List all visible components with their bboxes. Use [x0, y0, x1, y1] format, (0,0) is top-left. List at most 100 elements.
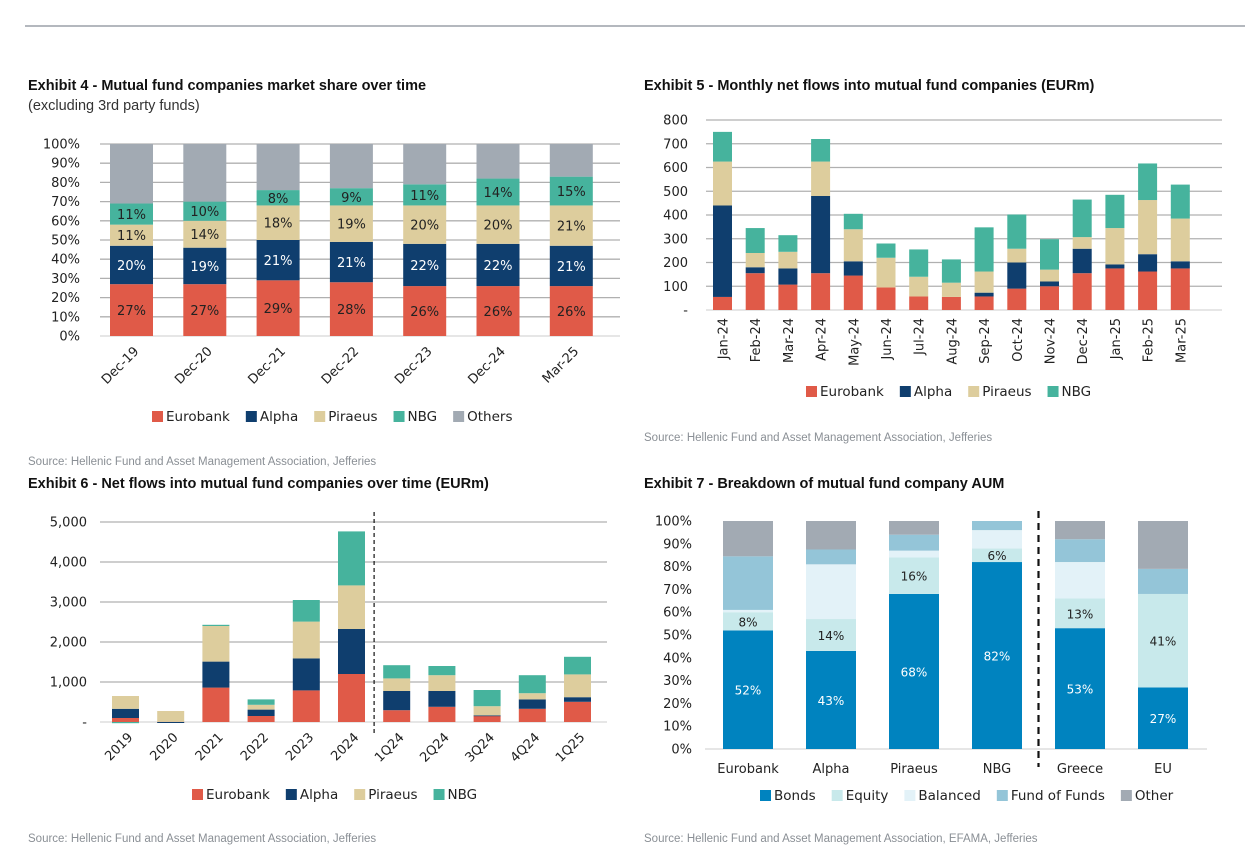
- ex7-x-tick-label: Greece: [1057, 762, 1103, 777]
- ex4-legend-swatch-others: [453, 411, 465, 422]
- ex7-bar-fund-of-funds: [1055, 539, 1105, 563]
- ex6-bar-eurobank: [338, 674, 365, 722]
- ex4-x-tick-label: Dec-19: [99, 344, 142, 387]
- ex5-legend-label: Eurobank: [820, 384, 884, 400]
- ex4-data-label: 11%: [410, 189, 439, 204]
- ex4-data-label: 15%: [557, 185, 586, 200]
- exhibit-6-source: Source: Hellenic Fund and Asset Manageme…: [28, 833, 377, 845]
- ex5-bar-eurobank: [1007, 288, 1027, 310]
- ex4-data-label: 22%: [484, 259, 513, 274]
- ex4-bar-nbg: [403, 184, 447, 206]
- ex6-bar-alpha: [564, 697, 591, 702]
- ex6-x-tick-label: 1Q25: [553, 730, 588, 765]
- ex6-legend-swatch-alpha: [285, 789, 297, 800]
- ex4-data-label: 29%: [264, 302, 293, 317]
- ex6-x-tick-label: 2Q24: [417, 730, 452, 765]
- ex5-bar-nbg: [1138, 163, 1158, 201]
- ex4-bar-alpha: [549, 245, 593, 287]
- ex5-x-tick-label: Jun-24: [880, 318, 895, 361]
- ex4-bar-alpha: [329, 241, 373, 283]
- ex4-bar-others: [329, 144, 373, 189]
- ex4-data-label: 27%: [117, 304, 146, 319]
- ex6-bar-nbg: [518, 675, 546, 694]
- ex4-x-tick-label: Mar-25: [540, 344, 582, 386]
- ex7-y-tick-label: 100%: [655, 515, 692, 530]
- ex6-bar-eurobank: [383, 710, 411, 722]
- exhibit-4-title: Exhibit 4 - Mutual fund companies market…: [28, 78, 427, 94]
- ex4-bar-piraeus: [549, 205, 593, 246]
- ex4-x-tick-label: Dec-23: [392, 344, 435, 387]
- ex4-bar-piraeus: [329, 205, 373, 242]
- ex6-x-tick-label: 2019: [102, 730, 136, 764]
- ex5-y-tick-label: 200: [663, 256, 688, 271]
- ex7-data-label: 14%: [818, 629, 845, 643]
- ex6-bar-piraeus: [338, 585, 365, 629]
- exhibit-6-title: Exhibit 6 - Net flows into mutual fund c…: [28, 476, 489, 492]
- ex6-x-tick-label: 2021: [193, 730, 227, 764]
- ex6-bar-nbg: [473, 690, 501, 707]
- ex5-x-tick-label: Dec-24: [1076, 318, 1091, 364]
- ex4-x-tick-label: Dec-21: [246, 344, 289, 387]
- ex4-legend-label: NBG: [408, 409, 438, 425]
- ex7-bar-balanced: [972, 530, 1022, 549]
- ex6-bar-eurobank: [292, 690, 320, 722]
- ex6-bar-alpha: [518, 699, 546, 709]
- ex7-legend-label: Fund of Funds: [1011, 788, 1105, 804]
- ex6-bar-alpha: [112, 708, 139, 718]
- ex4-legend-swatch-piraeus: [314, 411, 326, 422]
- ex6-x-tick-label: 2024: [328, 730, 362, 764]
- ex4-legend-swatch-nbg: [393, 411, 405, 422]
- ex4-data-label: 14%: [484, 186, 513, 201]
- ex5-x-tick-label: Mar-24: [782, 318, 797, 363]
- ex5-bar-eurobank: [1170, 268, 1190, 310]
- ex6-bar-eurobank: [564, 701, 591, 722]
- ex7-legend-swatch-balanced: [904, 790, 916, 801]
- ex4-data-label: 9%: [341, 191, 362, 206]
- ex5-bar-alpha: [811, 196, 831, 274]
- ex4-legend-label: Others: [467, 409, 512, 425]
- ex6-legend-label: Alpha: [300, 787, 338, 803]
- ex7-bar-bonds: [723, 630, 773, 749]
- ex6-y-tick-label: 2,000: [50, 636, 87, 651]
- ex6-x-tick-label: 4Q24: [508, 730, 543, 765]
- ex5-bar-alpha: [1105, 264, 1125, 269]
- ex7-bar-other: [723, 521, 773, 557]
- ex7-bar-fund-of-funds: [889, 534, 939, 551]
- ex7-y-tick-label: 70%: [663, 583, 692, 598]
- ex5-bar-eurobank: [713, 296, 732, 310]
- ex4-data-label: 8%: [268, 192, 289, 207]
- ex5-bar-alpha: [1138, 254, 1158, 272]
- ex6-y-tick-label: 1,000: [50, 676, 87, 691]
- ex4-x-tick-label: Dec-24: [465, 344, 508, 387]
- ex5-bar-eurobank: [941, 296, 961, 310]
- ex6-bar-nbg: [428, 666, 456, 676]
- ex5-bar-eurobank: [909, 296, 929, 310]
- ex5-bar-piraeus: [941, 282, 961, 297]
- ex6-bar-nbg: [112, 722, 139, 724]
- ex4-data-label: 27%: [190, 304, 219, 319]
- ex4-bar-piraeus: [476, 205, 520, 244]
- ex5-bar-nbg: [1007, 214, 1027, 249]
- ex6-bar-alpha: [292, 658, 320, 691]
- ex7-bar-other: [1055, 521, 1105, 540]
- ex5-legend-swatch-nbg: [1047, 386, 1059, 397]
- ex4-data-label: 21%: [557, 260, 586, 275]
- ex4-data-label: 21%: [264, 254, 293, 269]
- ex7-y-tick-label: 30%: [663, 674, 692, 689]
- ex5-bar-piraeus: [1007, 248, 1027, 263]
- ex4-legend-swatch-eurobank: [152, 411, 163, 422]
- ex4-bar-alpha: [183, 247, 227, 285]
- ex7-bar-other: [806, 521, 856, 550]
- ex5-bar-nbg: [974, 227, 994, 272]
- ex5-x-tick-label: Nov-24: [1044, 318, 1059, 364]
- ex6-bar-piraeus: [157, 711, 185, 722]
- ex7-data-label: 53%: [1067, 683, 1094, 697]
- ex6-legend-label: NBG: [448, 787, 478, 803]
- ex5-bar-nbg: [1170, 184, 1190, 219]
- ex7-y-tick-label: 10%: [663, 720, 692, 735]
- ex4-data-label: 21%: [557, 220, 586, 235]
- ex4-bar-others: [403, 144, 447, 185]
- ex4-data-label: 14%: [190, 228, 219, 243]
- ex5-bar-piraeus: [1170, 218, 1190, 262]
- ex7-data-label: 16%: [901, 570, 928, 584]
